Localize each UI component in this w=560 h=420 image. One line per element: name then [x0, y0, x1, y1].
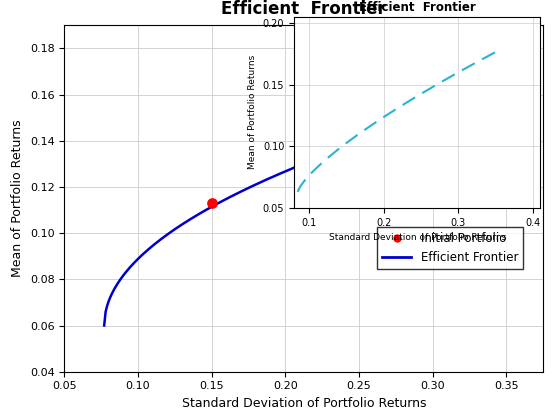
Y-axis label: Mean of Portfolio Returns: Mean of Portfolio Returns	[11, 120, 25, 277]
X-axis label: Standard Deviation of Portfolio Returns: Standard Deviation of Portfolio Returns	[329, 233, 506, 242]
Efficient Frontier	[101, 323, 108, 328]
Title: Efficient  Frontier: Efficient Frontier	[359, 1, 475, 14]
Efficient Frontier	[102, 309, 109, 314]
Legend: Initial Portfolio, Efficient Frontier: Initial Portfolio, Efficient Frontier	[377, 228, 523, 269]
Efficient Frontier	[356, 140, 363, 145]
Efficient Frontier	[492, 97, 499, 102]
Initial Portfolio	[207, 200, 216, 206]
X-axis label: Standard Deviation of Portfolio Returns: Standard Deviation of Portfolio Returns	[181, 397, 426, 410]
Y-axis label: Mean of Portfolio Returns: Mean of Portfolio Returns	[248, 55, 257, 170]
Title: Efficient  Frontier: Efficient Frontier	[221, 0, 386, 18]
Efficient Frontier	[533, 85, 539, 90]
Line: Efficient Frontier: Efficient Frontier	[104, 88, 536, 326]
Efficient Frontier	[365, 137, 372, 142]
Efficient Frontier	[358, 139, 365, 144]
Efficient Frontier	[465, 105, 472, 110]
